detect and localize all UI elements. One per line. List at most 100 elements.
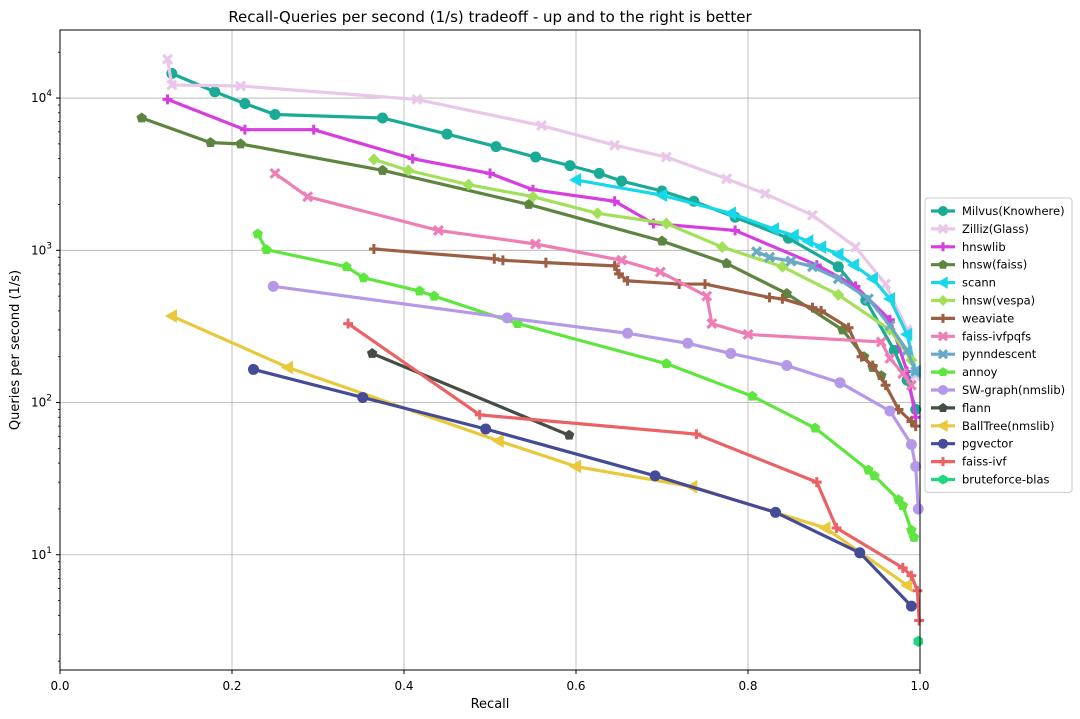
legend-item-pynndescent: pynndescent [931, 347, 1037, 361]
data-point-weaviate [856, 351, 867, 362]
data-point-weaviate [368, 244, 379, 254]
data-point-scann [569, 173, 582, 187]
data-point-weaviate [622, 275, 633, 286]
y-tick-label: 104 [31, 89, 52, 105]
data-point-annoy [809, 422, 821, 433]
data-point-zilliz-glass [161, 53, 174, 65]
data-point-annoy [358, 272, 369, 283]
data-point-scann [801, 234, 814, 248]
legend-label: SW-graph(nmslib) [962, 383, 1065, 397]
legend-marker [937, 349, 949, 360]
data-point-hnswlib [308, 124, 319, 135]
data-point-milvus-knowhere [209, 86, 221, 98]
data-point-zilliz-glass [660, 151, 672, 163]
data-point-hnswlib [162, 94, 173, 105]
data-point-faiss-ivf [831, 523, 842, 533]
legend-item-annoy: annoy [931, 365, 998, 379]
data-point-hnsw-vespa [402, 164, 415, 177]
series-weaviate [368, 244, 921, 432]
data-point-faiss-ivfpqfs [897, 368, 909, 380]
data-point-annoy [414, 285, 425, 296]
data-point-weaviate [867, 360, 878, 371]
data-point-faiss-ivfpqfs [884, 352, 896, 364]
data-point-annoy [747, 390, 758, 401]
data-point-weaviate [609, 260, 620, 271]
data-point-milvus-knowhere [441, 128, 453, 140]
data-point-scann [900, 327, 913, 342]
data-point-hnsw-vespa [462, 178, 475, 191]
data-point-hnsw-faiss [136, 112, 147, 123]
series-faiss-ivf [343, 318, 925, 626]
data-point-hnsw-faiss [721, 257, 732, 268]
series-layer [136, 53, 925, 647]
data-point-pynndescent [901, 344, 913, 356]
data-point-hnsw-vespa [591, 207, 604, 220]
legend-item-bruteforce-blas: bruteforce-blas [931, 473, 1050, 487]
data-point-hnsw-vespa [716, 241, 729, 254]
data-point-scann [831, 247, 844, 262]
data-point-zilliz-glass [536, 120, 548, 132]
plot-background [60, 30, 920, 670]
series-hnswlib [162, 94, 921, 423]
legend-marker [938, 438, 948, 449]
data-point-annoy [661, 358, 672, 369]
data-point-pynndescent [785, 255, 797, 267]
data-point-zilliz-glass [759, 188, 771, 200]
y-tick-label: 102 [31, 394, 52, 410]
legend: Milvus(Knowhere) Zilliz(Glass) hnswlib hnsw… [924, 197, 1073, 493]
legend-item-balltree-nmslib: BallTree(nmslib) [931, 419, 1054, 433]
data-point-milvus-knowhere [593, 167, 605, 179]
legend-item-milvus-knowhere: Milvus(Knowhere) [931, 204, 1065, 218]
series-flann [366, 347, 575, 440]
legend-item-hnsw-faiss: hnsw(faiss) [931, 258, 1027, 272]
data-point-faiss-ivf [474, 409, 485, 420]
data-point-faiss-ivfpqfs [905, 379, 917, 391]
legend-marker [938, 367, 948, 377]
data-point-hnsw-vespa [367, 153, 380, 166]
data-point-weaviate [764, 292, 775, 303]
data-point-pgvector [770, 506, 782, 518]
data-point-sw-graph-nmslib [725, 347, 737, 359]
data-point-milvus-knowhere [239, 98, 251, 110]
legend-marker [938, 385, 948, 395]
series-scann [569, 173, 921, 379]
data-point-sw-graph-nmslib [884, 405, 896, 417]
data-point-pynndescent [806, 261, 819, 273]
data-point-scann [846, 258, 859, 272]
series-annoy [252, 228, 920, 542]
series-balltree-nmslib [164, 309, 913, 593]
data-point-faiss-ivfpqfs [742, 328, 754, 340]
legend-label: pgvector [962, 437, 1013, 451]
data-point-faiss-ivf [691, 429, 702, 440]
data-point-hnsw-vespa [832, 288, 845, 301]
data-point-faiss-ivf [811, 477, 822, 488]
legend-item-faiss-ivf: faiss-ivf [931, 455, 1007, 469]
chart-title: Recall-Queries per second (1/s) tradeoff… [228, 8, 752, 26]
data-point-zilliz-glass [849, 241, 862, 253]
data-point-hnswlib [407, 153, 418, 164]
data-point-scann [865, 271, 878, 286]
legend-marker [938, 457, 948, 467]
data-point-pynndescent [884, 320, 896, 332]
data-point-hnsw-faiss [235, 138, 246, 149]
data-point-annoy [428, 290, 440, 301]
legend-label: BallTree(nmslib) [962, 419, 1054, 433]
data-point-faiss-ivfpqfs [432, 224, 444, 236]
data-point-pgvector [357, 391, 369, 403]
data-point-zilliz-glass [720, 173, 733, 185]
x-tick-label: 0.2 [222, 679, 241, 693]
plot-frame [59, 29, 921, 671]
data-point-hnsw-faiss [523, 198, 534, 209]
data-point-scann [814, 240, 827, 254]
data-point-balltree-nmslib [491, 433, 504, 448]
x-axis-label: Recall [471, 697, 510, 712]
data-point-hnswlib [609, 196, 620, 207]
data-point-flann [366, 347, 378, 358]
data-point-sw-graph-nmslib [834, 377, 846, 389]
y-tick-label: 103 [31, 241, 52, 257]
data-point-milvus-knowhere [888, 344, 900, 356]
legend-item-scann: scann [931, 276, 996, 290]
data-point-zilliz-glass [880, 278, 892, 290]
series-line-zilliz-glass [165, 58, 918, 377]
data-point-weaviate [540, 257, 551, 268]
